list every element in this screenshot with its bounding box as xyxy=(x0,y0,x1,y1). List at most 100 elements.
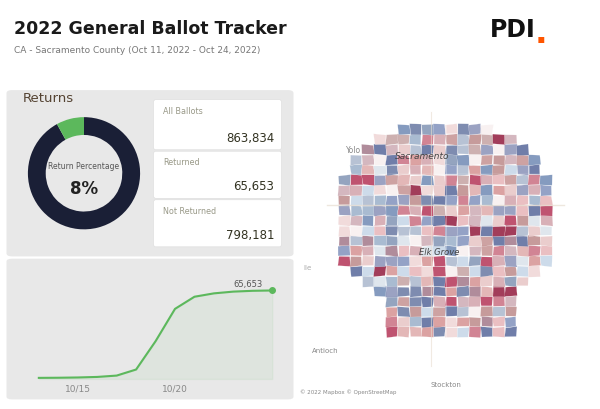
Polygon shape xyxy=(410,165,421,175)
Text: 2022 General Ballot Tracker: 2022 General Ballot Tracker xyxy=(14,20,287,38)
Polygon shape xyxy=(528,246,541,256)
Polygon shape xyxy=(505,145,517,156)
Polygon shape xyxy=(445,124,458,135)
Polygon shape xyxy=(362,256,374,266)
Polygon shape xyxy=(421,276,433,287)
Polygon shape xyxy=(433,296,446,307)
Polygon shape xyxy=(481,175,493,185)
Polygon shape xyxy=(433,155,445,166)
Polygon shape xyxy=(433,165,445,175)
Polygon shape xyxy=(445,236,457,247)
Polygon shape xyxy=(457,236,470,247)
Polygon shape xyxy=(362,186,374,196)
Polygon shape xyxy=(409,267,422,276)
Polygon shape xyxy=(397,135,410,145)
Polygon shape xyxy=(480,266,493,277)
Polygon shape xyxy=(350,186,362,196)
Text: 65,653: 65,653 xyxy=(233,279,263,288)
Polygon shape xyxy=(482,196,493,207)
Polygon shape xyxy=(516,205,529,216)
Polygon shape xyxy=(421,176,434,186)
Polygon shape xyxy=(386,145,398,156)
Polygon shape xyxy=(410,124,421,135)
Polygon shape xyxy=(397,326,409,337)
Polygon shape xyxy=(505,185,517,196)
Polygon shape xyxy=(469,317,481,327)
Polygon shape xyxy=(481,286,494,297)
Polygon shape xyxy=(541,216,553,227)
Polygon shape xyxy=(421,196,434,207)
Polygon shape xyxy=(481,206,494,216)
Polygon shape xyxy=(433,308,446,317)
Polygon shape xyxy=(492,317,505,327)
Polygon shape xyxy=(385,317,397,328)
Text: All Ballots: All Ballots xyxy=(163,106,203,115)
Polygon shape xyxy=(445,146,458,156)
Polygon shape xyxy=(445,288,458,297)
Polygon shape xyxy=(362,165,374,175)
Polygon shape xyxy=(505,246,517,256)
Text: 65,653: 65,653 xyxy=(233,180,274,193)
Polygon shape xyxy=(422,226,434,236)
Polygon shape xyxy=(433,185,446,197)
Polygon shape xyxy=(422,135,433,146)
Polygon shape xyxy=(470,266,481,277)
Polygon shape xyxy=(505,165,517,176)
Polygon shape xyxy=(457,277,469,287)
Polygon shape xyxy=(505,267,517,276)
Polygon shape xyxy=(398,196,410,206)
Text: Not Returned: Not Returned xyxy=(163,207,217,216)
Polygon shape xyxy=(409,256,422,267)
Polygon shape xyxy=(469,256,481,267)
Polygon shape xyxy=(433,216,446,227)
Polygon shape xyxy=(457,257,469,267)
Polygon shape xyxy=(374,185,386,196)
Polygon shape xyxy=(540,226,552,236)
Polygon shape xyxy=(540,256,552,267)
Polygon shape xyxy=(362,236,373,247)
Polygon shape xyxy=(409,246,422,256)
Polygon shape xyxy=(422,125,434,136)
Polygon shape xyxy=(351,196,363,207)
Polygon shape xyxy=(410,307,422,317)
Polygon shape xyxy=(362,226,374,236)
Polygon shape xyxy=(492,327,505,337)
Polygon shape xyxy=(505,286,517,297)
Polygon shape xyxy=(410,155,422,166)
Polygon shape xyxy=(469,135,482,145)
Polygon shape xyxy=(434,256,446,267)
Polygon shape xyxy=(409,216,422,227)
Polygon shape xyxy=(397,276,410,286)
Polygon shape xyxy=(385,297,398,308)
Polygon shape xyxy=(434,327,446,337)
Polygon shape xyxy=(458,146,470,155)
Polygon shape xyxy=(458,205,470,216)
Polygon shape xyxy=(375,216,386,226)
Polygon shape xyxy=(410,207,421,216)
Polygon shape xyxy=(433,317,446,328)
Polygon shape xyxy=(493,135,505,145)
Polygon shape xyxy=(374,206,386,217)
Polygon shape xyxy=(374,247,386,256)
Polygon shape xyxy=(422,256,433,267)
Polygon shape xyxy=(528,175,540,186)
Polygon shape xyxy=(481,185,493,196)
Polygon shape xyxy=(480,297,493,306)
Polygon shape xyxy=(445,196,457,207)
Polygon shape xyxy=(470,277,481,287)
Polygon shape xyxy=(469,296,481,307)
Polygon shape xyxy=(517,216,529,226)
Text: 8%: 8% xyxy=(70,179,98,197)
Polygon shape xyxy=(397,288,410,297)
Polygon shape xyxy=(397,227,410,236)
Polygon shape xyxy=(433,196,446,206)
Polygon shape xyxy=(457,245,469,256)
Polygon shape xyxy=(362,145,374,155)
Polygon shape xyxy=(397,267,410,277)
Text: lle: lle xyxy=(303,264,311,270)
Polygon shape xyxy=(445,165,457,175)
Polygon shape xyxy=(482,135,494,146)
Polygon shape xyxy=(397,236,410,246)
Polygon shape xyxy=(338,257,350,267)
Text: PDI: PDI xyxy=(490,18,536,42)
